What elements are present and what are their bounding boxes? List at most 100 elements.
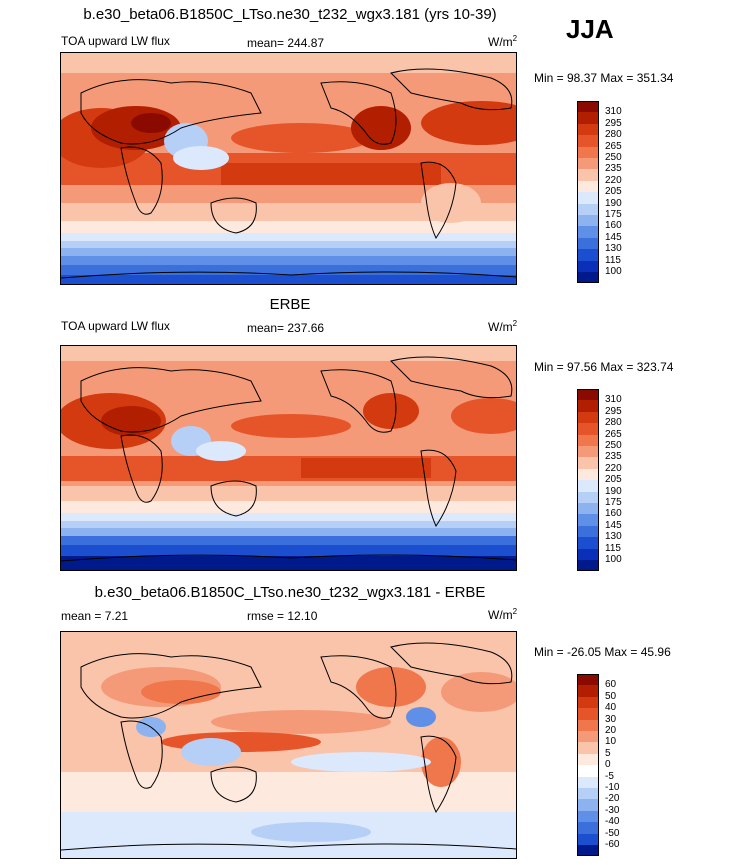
colorbar-tick-label: 280	[605, 417, 622, 429]
colorbar-cell	[577, 237, 599, 250]
colorbar-cell	[577, 525, 599, 538]
colorbar-cell	[577, 203, 599, 215]
colorbar-tick-label: 250	[605, 152, 622, 163]
colorbar-tick-label: 130	[605, 243, 622, 255]
colorbar-cell	[577, 742, 599, 754]
colorbar-tick-label: 205	[605, 186, 622, 198]
colorbar-tick-label: -5	[605, 770, 614, 782]
colorbar-cell	[577, 468, 599, 481]
panel-obs-title: ERBE	[269, 296, 311, 313]
colorbar-tick-label: 295	[605, 117, 622, 129]
colorbar-cell	[577, 810, 599, 823]
panel-model-map	[60, 52, 517, 285]
colorbar-cell	[577, 833, 599, 845]
colorbar-tick-label: 175	[605, 497, 622, 508]
colorbar-cell	[577, 457, 599, 469]
colorbar-cell	[577, 446, 599, 458]
colorbar-tick-label: 205	[605, 474, 622, 486]
panel-obs-map	[60, 345, 517, 571]
colorbar-cell	[577, 434, 599, 446]
colorbar-tick-label: 190	[605, 485, 622, 497]
panel-diff-rmse: rmse = 12.10	[247, 609, 318, 623]
colorbar-tick-label: -40	[605, 816, 620, 828]
colorbar-tick-label: -20	[605, 793, 620, 805]
colorbar-cell	[577, 411, 599, 424]
panel-model-unit: W/m2	[488, 34, 518, 49]
colorbar-tick-label: 250	[605, 440, 622, 451]
colorbar-cell	[577, 503, 599, 515]
panel-model-field-label: TOA upward LW flux	[61, 34, 170, 48]
colorbar-cell	[577, 249, 599, 261]
colorbar-cell	[577, 708, 599, 720]
colorbar-tick-label: 160	[605, 508, 622, 520]
colorbar-cell	[577, 272, 599, 284]
colorbar-cell	[577, 765, 599, 777]
panel-diff-unit: W/m2	[488, 607, 518, 622]
colorbar-tick-label: 265	[605, 140, 622, 152]
colorbar-cell	[577, 226, 599, 238]
colorbar-cell	[577, 112, 599, 124]
colorbar-tick-label: 145	[605, 231, 622, 243]
colorbar-tick-label: 160	[605, 220, 622, 232]
colorbar-cell	[577, 146, 599, 158]
colorbar-cell	[577, 389, 599, 401]
colorbar-cell	[577, 192, 599, 204]
colorbar-cell	[577, 560, 599, 572]
colorbar-tick-label: 115	[605, 542, 621, 554]
colorbar-cell	[577, 537, 599, 549]
colorbar-tick-label: 235	[605, 163, 622, 175]
colorbar-tick-label: 175	[605, 209, 622, 220]
colorbar-tick-label: 115	[605, 254, 621, 266]
colorbar-cell	[577, 674, 599, 686]
colorbar-cell	[577, 135, 599, 147]
colorbar-tick-label: 100	[605, 554, 622, 565]
panel-diff-title: b.e30_beta06.B1850C_LTso.ne30_t232_wgx3.…	[94, 584, 486, 601]
panel-model-mean: mean= 244.87	[247, 36, 325, 50]
colorbar-tick-label: 100	[605, 266, 622, 277]
colorbar-tick-label: 310	[605, 394, 622, 406]
colorbar-tick-label: 235	[605, 451, 622, 463]
colorbar-tick-label: -60	[605, 839, 620, 850]
colorbar-tick-label: 5	[605, 747, 611, 759]
colorbar-cell	[577, 491, 599, 503]
colorbar-tick-label: 265	[605, 428, 622, 440]
colorbar-cell	[577, 169, 599, 181]
colorbar-tick-label: 220	[605, 462, 622, 474]
panel-model-title: b.e30_beta06.B1850C_LTso.ne30_t232_wgx3.…	[83, 6, 497, 23]
panel-model-minmax: Min = 98.37 Max = 351.34	[534, 71, 674, 85]
colorbar-cell	[577, 180, 599, 193]
colorbar-cell	[577, 788, 599, 800]
colorbar-tick-label: 40	[605, 702, 617, 714]
colorbar-tick-label: 130	[605, 531, 622, 543]
colorbar-cell	[577, 753, 599, 766]
colorbar-cell	[577, 696, 599, 709]
colorbar-cell	[577, 514, 599, 526]
colorbar-tick-label: 280	[605, 129, 622, 141]
colorbar-tick-label: 50	[605, 690, 617, 702]
colorbar-tick-label: 220	[605, 174, 622, 186]
colorbar-tick-label: 295	[605, 405, 622, 417]
colorbar-cell	[577, 260, 599, 272]
colorbar-tick-label: -50	[605, 827, 620, 839]
colorbar-cell	[577, 548, 599, 560]
colorbar-tick-label: 60	[605, 679, 617, 691]
colorbar-cell	[577, 101, 599, 113]
colorbar-cell	[577, 776, 599, 788]
colorbar-cell	[577, 480, 599, 492]
colorbar-cell	[577, 123, 599, 136]
colorbar-cell	[577, 845, 599, 857]
panel-diff-map	[60, 631, 517, 859]
colorbar-tick-label: 10	[605, 736, 617, 748]
colorbar-cell	[577, 400, 599, 412]
colorbar-tick-label: 0	[605, 759, 611, 771]
colorbar-tick-label: 20	[605, 725, 617, 736]
panel-diff-minmax: Min = -26.05 Max = 45.96	[534, 645, 671, 659]
colorbar-cell	[577, 799, 599, 811]
colorbar-cell	[577, 215, 599, 227]
season-label: JJA	[566, 14, 614, 44]
panel-obs-field-label: TOA upward LW flux	[61, 319, 170, 333]
colorbar-tick-label: 190	[605, 197, 622, 209]
colorbar-cell	[577, 423, 599, 435]
colorbar-cell	[577, 822, 599, 834]
colorbar-cell	[577, 685, 599, 697]
